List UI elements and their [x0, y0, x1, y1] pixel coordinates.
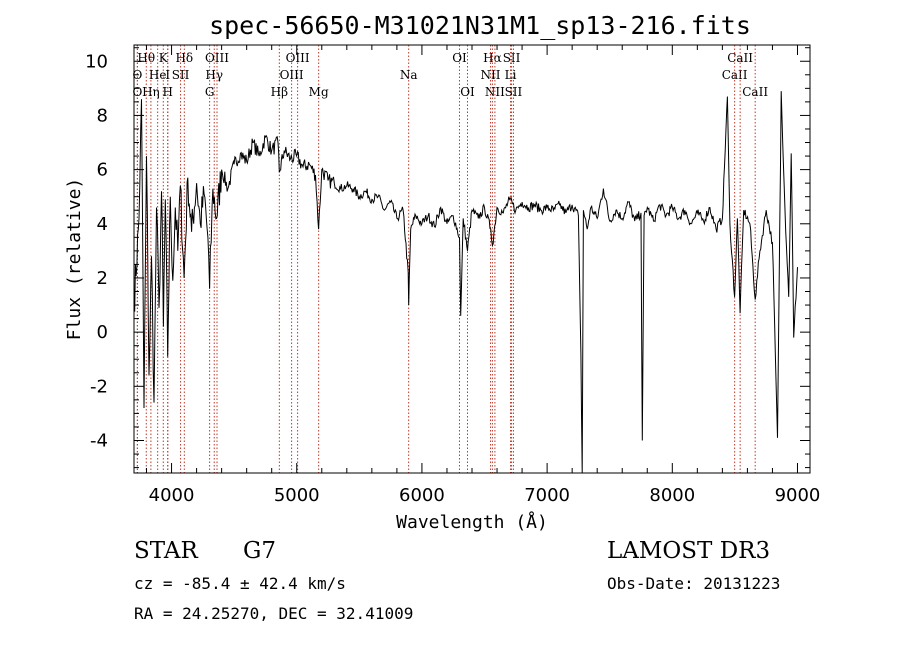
line-label: OIII: [280, 68, 304, 82]
line-label: Li: [505, 68, 517, 82]
x-tick-label: 5000: [274, 485, 320, 506]
line-label: SII: [172, 68, 190, 82]
line-label: Na: [400, 68, 418, 82]
line-label: Mg: [309, 85, 329, 99]
line-label: Hβ: [271, 85, 288, 99]
line-markers: OOHθHηHeKHISIIHδGHγOIIIHβOIIIOIIIMgNaOIO…: [132, 45, 768, 473]
chart-title: spec-56650-M31021N31M1_sp13-216.fits: [209, 11, 751, 40]
axes: 4000 5000 6000 7000 8000 9000 -4 -2 0 2 4 6 8 10: [85, 45, 820, 506]
line-label: K: [159, 51, 169, 65]
x-tick-label: 4000: [149, 485, 195, 506]
y-tick-label: 10: [85, 51, 108, 72]
line-label: OIII: [205, 51, 229, 65]
line-label: CaII: [727, 51, 753, 65]
line-label: Hα: [483, 51, 502, 65]
y-axis-label: Flux (relative): [64, 178, 85, 341]
y-tick-label: 4: [97, 214, 108, 235]
y-tick-label: 2: [97, 268, 108, 289]
x-tick-label: 8000: [649, 485, 695, 506]
line-label: Hθ: [137, 51, 155, 65]
coordinates: RA = 24.25270, DEC = 32.41009: [134, 604, 414, 623]
line-label: O: [132, 85, 142, 99]
line-label: OI: [452, 51, 467, 65]
line-label: Hη: [142, 85, 160, 99]
object-subclass: G7: [243, 538, 277, 564]
y-tick-label: -4: [90, 430, 108, 451]
y-tick-label: 8: [97, 105, 108, 126]
x-axis-label: Wavelength (Å): [396, 511, 548, 533]
x-tick-label: 6000: [399, 485, 445, 506]
line-label: NII: [485, 85, 505, 99]
line-label: G: [205, 85, 215, 99]
line-label: NII: [481, 68, 501, 82]
line-label: OIII: [286, 51, 310, 65]
line-label: CaII: [742, 85, 768, 99]
survey-name: LAMOST DR3: [607, 538, 771, 564]
line-label: SII: [505, 85, 523, 99]
line-label: CaII: [722, 68, 748, 82]
line-label: SII: [503, 51, 521, 65]
observation-date: Obs-Date: 20131223: [607, 574, 781, 593]
redshift-value: cz = -85.4 ± 42.4 km/s: [134, 574, 346, 593]
x-tick-label: 9000: [775, 485, 821, 506]
y-tick-label: 6: [97, 160, 108, 181]
y-tick-label: 0: [97, 322, 108, 343]
line-label: Hγ: [205, 68, 223, 82]
plot-frame: [133, 44, 811, 474]
line-label: I: [165, 68, 170, 82]
y-tick-label: -2: [90, 376, 108, 397]
x-tick-label: 7000: [524, 485, 570, 506]
object-class: STAR: [134, 538, 198, 564]
spectrum-series: [133, 91, 798, 474]
line-label: OI: [460, 85, 475, 99]
spectrum-line: [133, 91, 798, 474]
line-label: He: [149, 68, 167, 82]
line-label: Hδ: [175, 51, 193, 65]
